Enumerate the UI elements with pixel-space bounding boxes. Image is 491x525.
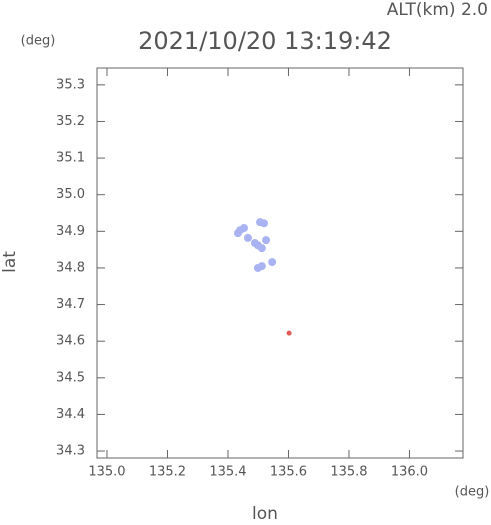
plot-frame bbox=[96, 67, 464, 459]
y-tick-label: 35.1 bbox=[56, 151, 85, 166]
x-tick-label: 135.0 bbox=[88, 465, 125, 480]
point bbox=[259, 219, 268, 228]
point bbox=[240, 224, 249, 233]
x-axis-label: lon bbox=[252, 504, 278, 521]
y-tick-label: 35.0 bbox=[56, 187, 85, 202]
point bbox=[262, 236, 271, 245]
point bbox=[233, 229, 242, 238]
point bbox=[253, 263, 262, 272]
y-tick-label: 34.6 bbox=[56, 334, 85, 349]
subtitle: ALT(km) 2.0 bbox=[387, 0, 488, 20]
y-tick-label: 34.7 bbox=[56, 297, 85, 312]
chart-title: 2021/10/20 13:19:42 bbox=[138, 27, 392, 55]
point bbox=[243, 233, 252, 242]
point bbox=[286, 330, 292, 336]
y-unit: (deg) bbox=[21, 34, 56, 49]
x-tick-label: 135.8 bbox=[330, 465, 367, 480]
x-tick-label: 136.0 bbox=[391, 465, 428, 480]
y-tick-label: 34.8 bbox=[56, 260, 85, 275]
point bbox=[253, 241, 262, 250]
x-tick-label: 135.2 bbox=[149, 465, 186, 480]
y-tick-label: 34.3 bbox=[56, 444, 85, 459]
point bbox=[268, 258, 277, 267]
y-tick-label: 34.4 bbox=[56, 407, 85, 422]
y-tick-label: 34.5 bbox=[56, 370, 85, 385]
x-tick-label: 135.6 bbox=[270, 465, 307, 480]
y-tick-label: 35.3 bbox=[56, 77, 85, 92]
y-tick-label: 35.2 bbox=[56, 114, 85, 129]
x-tick-label: 135.4 bbox=[209, 465, 246, 480]
y-axis-label: lat bbox=[0, 251, 20, 273]
y-tick-label: 34.9 bbox=[56, 224, 85, 239]
x-unit: (deg) bbox=[455, 485, 490, 500]
